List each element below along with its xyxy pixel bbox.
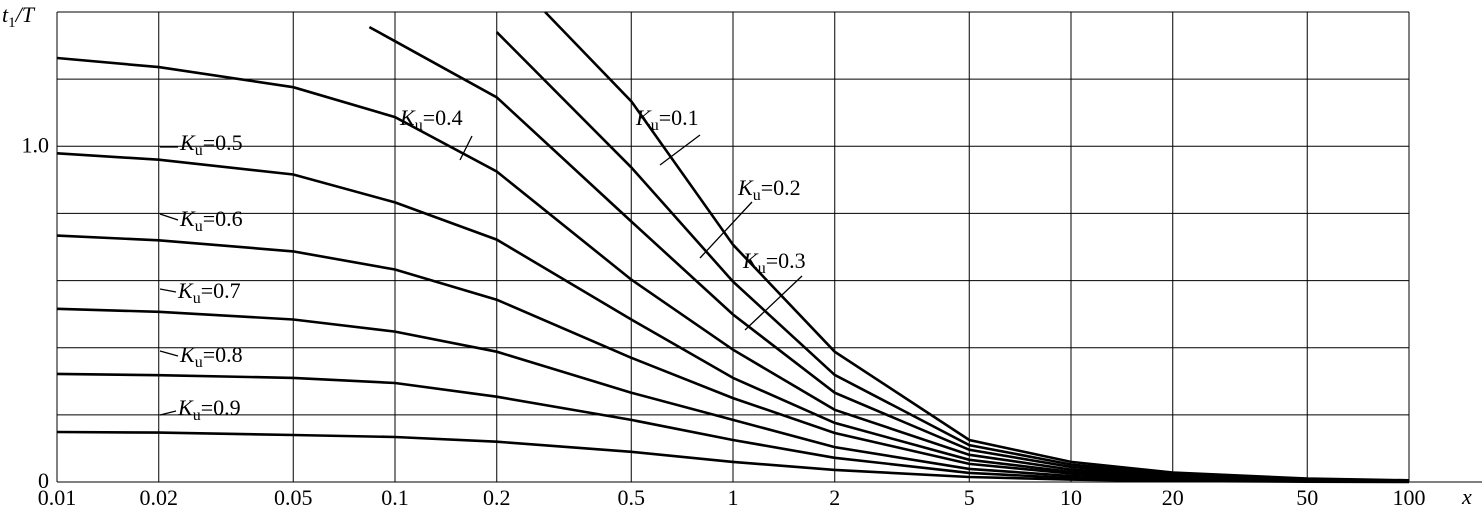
label-value: =0.6 — [203, 206, 243, 231]
x-tick-label: 0.01 — [38, 485, 77, 510]
x-tick-label: 100 — [1393, 485, 1426, 510]
y-label-sub: 1 — [8, 15, 16, 31]
label-symbol: K — [399, 105, 416, 130]
leader-line — [159, 410, 177, 416]
label-value: =0.2 — [761, 175, 801, 200]
x-tick-label: 0.2 — [483, 485, 511, 510]
label-symbol: K — [177, 395, 194, 420]
label-sub: u — [195, 218, 203, 235]
series-label: Ku=0.1 — [635, 105, 699, 134]
series-label: Ku=0.9 — [177, 395, 241, 424]
label-sub: u — [193, 407, 201, 424]
label-value: =0.4 — [423, 105, 463, 130]
x-tick-label: 0.02 — [139, 485, 178, 510]
series-label: Ku=0.4 — [399, 105, 463, 134]
series-label: Ku=0.7 — [177, 278, 241, 307]
x-tick-label: 10 — [1060, 485, 1082, 510]
label-sub: u — [753, 187, 761, 204]
y-label-main: t — [2, 2, 9, 27]
label-sub: u — [195, 354, 203, 371]
x-tick-label: 20 — [1162, 485, 1184, 510]
x-tick-label: 0.5 — [618, 485, 646, 510]
x-tick-label: 0.1 — [381, 485, 409, 510]
label-symbol: K — [635, 105, 652, 130]
x-tick-label: 50 — [1296, 485, 1318, 510]
curve — [495, 31, 1410, 482]
y-tick-label: 0 — [38, 468, 49, 493]
y-axis-label: t1/T — [2, 2, 36, 31]
label-value: =0.8 — [203, 342, 243, 367]
leader-line — [459, 135, 473, 161]
label-sub: u — [758, 260, 766, 277]
label-value: =0.3 — [766, 248, 806, 273]
leader-line — [159, 350, 179, 357]
series-label: Ku=0.3 — [742, 248, 806, 277]
x-axis-label: x — [1461, 484, 1472, 509]
series-label: Ku=0.5 — [179, 130, 243, 159]
x-tick-label: 5 — [964, 485, 975, 510]
leader-line — [159, 288, 177, 293]
leader-line — [699, 201, 753, 259]
label-value: =0.1 — [659, 105, 699, 130]
label-sub: u — [193, 290, 201, 307]
y-label-rest: /T — [14, 2, 36, 27]
label-value: =0.5 — [203, 130, 243, 155]
label-symbol: K — [737, 175, 754, 200]
label-value: =0.7 — [201, 278, 241, 303]
curve — [56, 430, 1410, 484]
label-symbol: K — [179, 206, 196, 231]
leader-line — [659, 134, 701, 166]
label-sub: u — [195, 142, 203, 159]
leader-line — [744, 275, 803, 331]
label-symbol: K — [179, 130, 196, 155]
label-symbol: K — [177, 278, 194, 303]
y-tick-label: 1.0 — [22, 132, 50, 157]
label-symbol: K — [179, 342, 196, 367]
x-tick-label: 1 — [728, 485, 739, 510]
x-tick-label: 2 — [829, 485, 840, 510]
label-sub: u — [651, 117, 659, 134]
leader-line — [159, 213, 179, 221]
curve — [368, 25, 1410, 483]
label-sub: u — [415, 117, 423, 134]
curve — [544, 11, 1410, 482]
x-tick-label: 0.05 — [274, 485, 313, 510]
label-symbol: K — [742, 248, 759, 273]
series-label: Ku=0.6 — [179, 206, 243, 235]
label-value: =0.9 — [201, 395, 241, 420]
series-label: Ku=0.2 — [737, 175, 801, 204]
series-label: Ku=0.8 — [179, 342, 243, 371]
